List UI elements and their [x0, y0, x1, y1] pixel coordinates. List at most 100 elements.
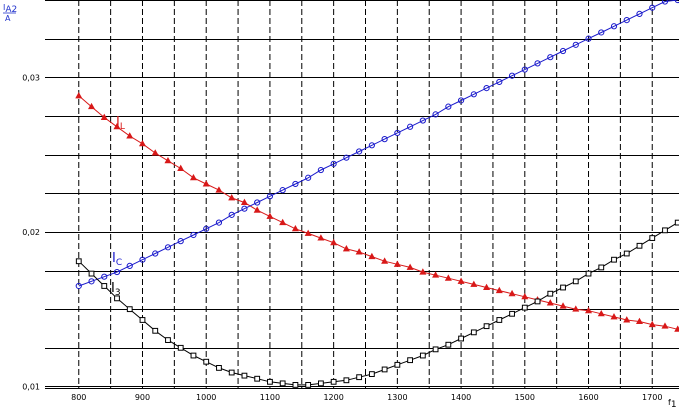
- data-point: [330, 378, 337, 385]
- x-tick-label: 1000: [196, 393, 216, 402]
- y-axis-label: IA2 A: [3, 3, 17, 23]
- data-point: [292, 382, 299, 388]
- data-point: [267, 378, 273, 385]
- data-point: [572, 305, 580, 312]
- data-point: [355, 248, 363, 255]
- data-point: [189, 173, 197, 181]
- data-point: [470, 329, 477, 336]
- data-point: [508, 289, 516, 297]
- data-point: [266, 212, 274, 219]
- y-tick-label: 0,03: [22, 73, 40, 82]
- series-line: [78, 0, 678, 287]
- data-point: [432, 111, 439, 118]
- data-point: [139, 317, 146, 323]
- data-point: [152, 327, 159, 334]
- data-point: [254, 375, 261, 382]
- data-point: [126, 132, 134, 139]
- data-point: [458, 335, 464, 342]
- data-point: [445, 341, 452, 348]
- data-point: [368, 142, 375, 149]
- series-L: [75, 92, 679, 332]
- data-point: [674, 0, 679, 4]
- data-point: [279, 187, 286, 194]
- data-point: [343, 154, 350, 161]
- data-point: [114, 295, 120, 302]
- data-point: [547, 54, 554, 61]
- data-point: [534, 60, 541, 67]
- data-point: [291, 224, 299, 232]
- data-point: [419, 352, 426, 359]
- x-tick-label: 1600: [578, 393, 598, 402]
- x-tick-label: 1400: [451, 393, 471, 402]
- data-point: [88, 278, 95, 285]
- data-point: [203, 225, 210, 232]
- data-point: [190, 352, 197, 359]
- data-point: [470, 91, 477, 98]
- x-tick-label: 1700: [642, 393, 662, 402]
- data-point: [444, 274, 452, 281]
- data-point: [585, 35, 592, 42]
- data-point: [266, 193, 274, 200]
- data-point: [279, 218, 287, 226]
- data-point: [101, 283, 108, 289]
- data-point: [636, 10, 643, 18]
- data-point: [661, 0, 669, 5]
- data-point: [623, 316, 631, 323]
- grid: [45, 0, 679, 389]
- data-point: [662, 227, 668, 234]
- data-point: [534, 298, 541, 305]
- data-point: [228, 194, 236, 201]
- data-point: [75, 258, 82, 265]
- y-tick-label: 0,01: [22, 382, 40, 391]
- data-point: [674, 219, 679, 226]
- data-point: [164, 156, 172, 164]
- data-point: [457, 97, 465, 104]
- data-point: [381, 136, 388, 143]
- series-label-il: IL: [116, 115, 125, 132]
- data-point: [356, 148, 363, 155]
- data-point: [228, 211, 235, 218]
- data-point: [521, 304, 528, 311]
- data-point: [330, 238, 338, 246]
- data-point: [113, 268, 121, 276]
- data-point: [240, 198, 248, 206]
- y-axis-label-denominator: A: [5, 14, 11, 23]
- data-point: [495, 286, 503, 294]
- data-point: [674, 325, 679, 332]
- series-layer: [75, 0, 679, 388]
- data-point: [610, 313, 618, 320]
- data-point: [547, 290, 554, 297]
- data-point: [304, 229, 312, 236]
- data-point: [585, 270, 592, 277]
- data-point: [292, 180, 299, 188]
- data-point: [483, 283, 491, 291]
- data-point: [279, 380, 286, 387]
- data-point: [445, 103, 452, 110]
- x-tick-label: 1300: [387, 393, 407, 402]
- data-point: [406, 263, 414, 270]
- data-point: [496, 78, 503, 86]
- data-point: [432, 346, 439, 353]
- data-point: [661, 322, 669, 329]
- data-point: [381, 257, 389, 264]
- data-point: [419, 117, 426, 124]
- data-point: [393, 260, 401, 267]
- data-point: [597, 309, 605, 317]
- data-point: [635, 317, 644, 325]
- data-point: [496, 317, 503, 323]
- data-point: [164, 244, 172, 251]
- data-point: [623, 16, 630, 24]
- series-label-ic: IC: [112, 251, 122, 268]
- data-point: [151, 149, 159, 156]
- y-tick-label: 0,02: [22, 228, 40, 237]
- data-point: [317, 234, 325, 241]
- data-point: [649, 4, 656, 11]
- data-point: [419, 268, 427, 275]
- data-point: [598, 264, 605, 271]
- data-point: [317, 166, 325, 174]
- data-point: [610, 23, 618, 30]
- data-point: [649, 235, 656, 241]
- data-point: [560, 284, 566, 291]
- data-point: [598, 29, 605, 36]
- data-point: [241, 372, 248, 379]
